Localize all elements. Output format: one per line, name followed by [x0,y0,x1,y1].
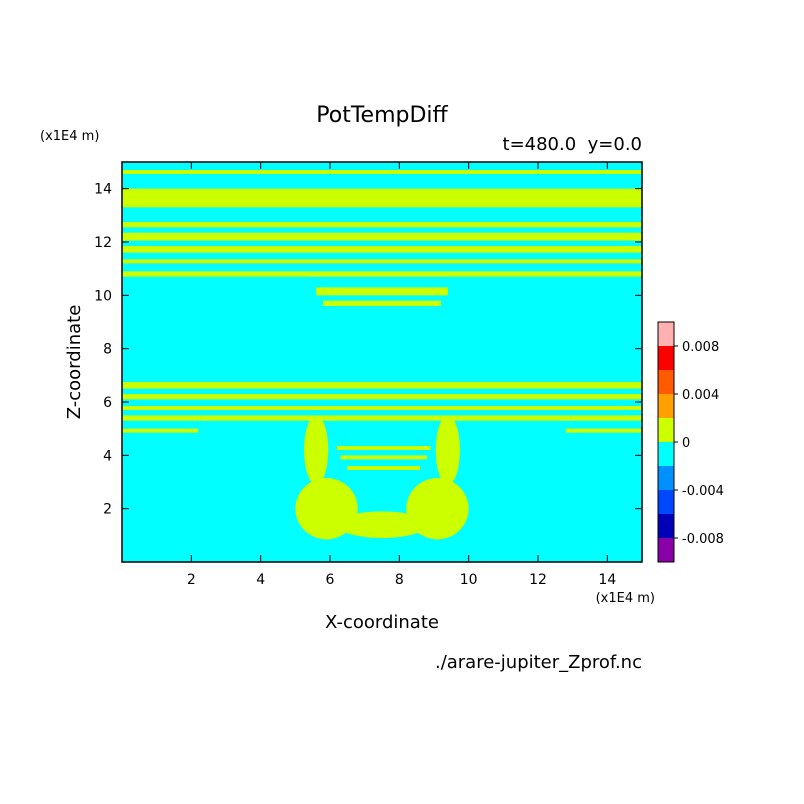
positive-band-11 [122,406,642,410]
positive-band-10 [122,394,642,400]
plot-background [122,162,642,562]
colorbar-tick-label: 0.004 [682,388,719,403]
x-tick-label: 8 [395,572,404,588]
positive-blob-4 [435,415,460,485]
colorbar-swatch [658,442,674,466]
colorbar-swatch [658,346,674,370]
y-tick-label: 14 [94,182,112,198]
chart-title: PotTempDiff [316,103,448,128]
colorbar-swatch [658,322,674,346]
colorbar-tick-label: -0.004 [682,484,724,499]
y-tick-label: 4 [103,448,112,464]
positive-band-5 [122,259,642,264]
positive-blob-3 [304,415,329,485]
positive-band-6 [122,271,642,277]
y-axis-label: Z-coordinate [64,305,85,420]
x-tick-label: 4 [256,572,265,588]
x-tick-label: 2 [187,572,196,588]
colorbar: -0.008 -0.004 0 0.004 0.008 [657,321,724,563]
y-tick-label: 2 [103,502,112,518]
colorbar-tick-label: -0.008 [682,532,724,547]
positive-band-9 [122,382,642,389]
x-tick-label: 12 [529,572,547,588]
colorbar-tick-label: 0.008 [682,340,719,355]
colorbar-swatch [658,370,674,394]
x-tick-label: 6 [326,572,335,588]
positive-band-8 [323,300,441,306]
x-tick-label: 14 [598,572,616,588]
colorbar-swatch [658,418,674,442]
y-tick-label: 6 [103,395,112,411]
colorbar-tick-label: 0 [682,436,690,451]
x-axis: 2 4 6 8 10 12 14 [187,162,616,588]
positive-band-3 [122,232,642,241]
colorbar-swatch [658,466,674,490]
x-tick-label: 10 [460,572,478,588]
chart-subtitle: t=480.0 y=0.0 [503,134,642,155]
y-unit-label: (x1E4 m) [40,129,99,144]
y-tick-label: 8 [103,342,112,358]
positive-band-15 [336,446,431,450]
positive-band-4 [122,246,642,253]
colorbar-swatch [658,514,674,538]
x-axis-label: X-coordinate [325,612,439,633]
positive-band-0 [122,170,642,174]
positive-blob-2 [336,511,428,538]
plot-area [121,161,643,563]
positive-band-17 [347,466,421,470]
x-unit-label: (x1E4 m) [596,591,655,606]
y-tick-label: 12 [94,235,112,251]
positive-band-1 [122,188,642,208]
colorbar-swatch [658,490,674,514]
positive-band-14 [565,428,642,433]
colorbar-swatch [658,394,674,418]
positive-band-16 [340,455,428,460]
positive-band-13 [122,428,199,433]
positive-band-7 [316,287,448,296]
file-name-footer: ./arare-jupiter_Zprof.nc [435,652,642,673]
positive-band-2 [122,222,642,228]
colorbar-swatch [658,538,674,562]
positive-band-12 [122,415,642,421]
y-tick-label: 10 [94,288,112,304]
plot-frame [121,161,643,563]
y-axis: 2 4 6 8 10 12 14 [94,182,642,518]
